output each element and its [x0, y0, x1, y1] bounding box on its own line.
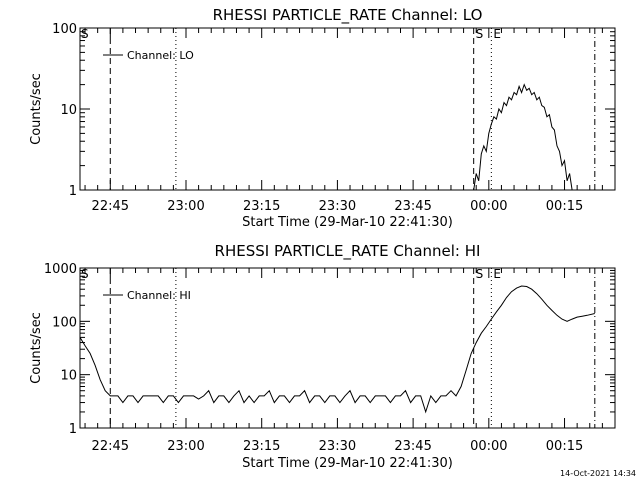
- y-axis-label: Counts/sec: [29, 73, 44, 145]
- x-tick-label: 23:15: [243, 199, 280, 214]
- event-marker-label: S: [81, 267, 89, 281]
- chart-title: RHESSI PARTICLE_RATE Channel: LO: [213, 6, 483, 25]
- plot-panel-hi: RHESSI PARTICLE_RATE Channel: HI Start T…: [29, 242, 616, 471]
- x-tick-label: 00:00: [470, 199, 507, 214]
- y-axis-label: Counts/sec: [29, 312, 44, 384]
- event-marker-label: S: [476, 267, 484, 281]
- legend-label: Channel: LO: [127, 49, 194, 62]
- x-tick-label: 23:00: [167, 439, 204, 454]
- plot-panel-lo: RHESSI PARTICLE_RATE Channel: LO Start T…: [29, 6, 616, 230]
- y-tick-label: 10: [60, 103, 77, 118]
- x-axis-label: Start Time (29-Mar-10 22:41:30): [242, 456, 453, 471]
- timestamp-footer: 14-Oct-2021 14:34: [560, 469, 636, 478]
- chart-title: RHESSI PARTICLE_RATE Channel: HI: [215, 242, 481, 261]
- event-marker-label: S: [81, 27, 89, 41]
- y-tick-label: 1: [69, 184, 77, 199]
- event-marker-label: E: [493, 267, 501, 281]
- y-tick-label: 100: [52, 315, 77, 330]
- x-tick-label: 00:15: [546, 199, 583, 214]
- legend-label: Channel: HI: [127, 289, 191, 302]
- x-tick-label: 22:45: [92, 199, 129, 214]
- y-tick-label: 10: [60, 369, 77, 384]
- plot-frame: [79, 267, 616, 429]
- series-line: [79, 285, 595, 414]
- y-tick-label: 1000: [44, 262, 77, 277]
- event-marker-label: E: [493, 27, 501, 41]
- y-tick-label: 1: [69, 422, 77, 437]
- y-tick-label: 100: [52, 22, 77, 37]
- x-tick-label: 23:30: [319, 439, 356, 454]
- series-line: [473, 83, 573, 191]
- x-tick-label: 23:45: [394, 199, 431, 214]
- x-tick-label: 00:15: [546, 439, 583, 454]
- x-tick-label: 00:00: [470, 439, 507, 454]
- event-marker-label: S: [476, 27, 484, 41]
- x-tick-label: 23:15: [243, 439, 280, 454]
- x-tick-label: 23:45: [394, 439, 431, 454]
- x-tick-label: 23:00: [167, 199, 204, 214]
- x-tick-label: 22:45: [92, 439, 129, 454]
- x-axis-label: Start Time (29-Mar-10 22:41:30): [242, 215, 453, 230]
- x-tick-label: 23:30: [319, 199, 356, 214]
